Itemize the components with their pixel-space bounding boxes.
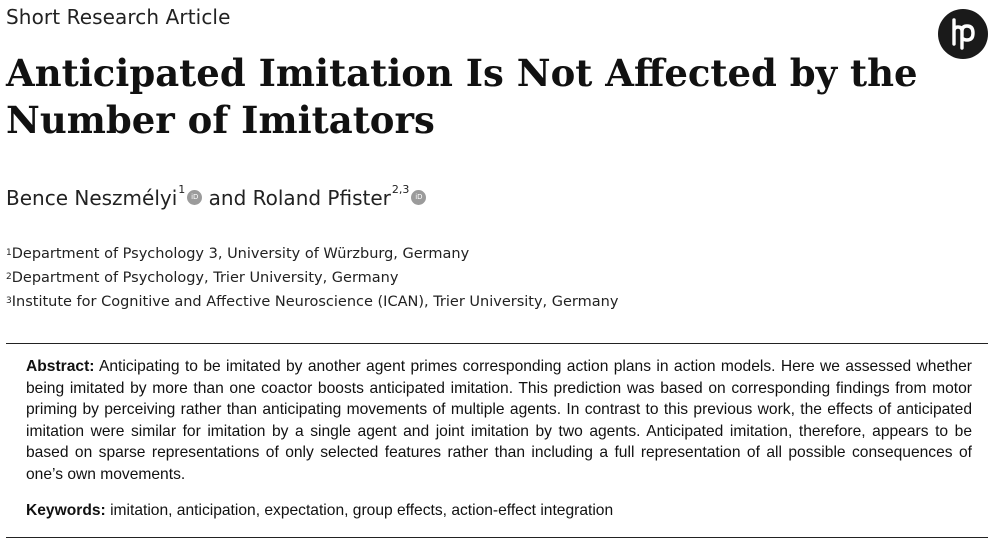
author-list: Bence Neszmélyi1iD and Roland Pfister2,3…	[6, 183, 427, 210]
orcid-icon[interactable]: iD	[411, 190, 427, 205]
affiliation-item: 3Institute for Cognitive and Affective N…	[6, 290, 618, 314]
keywords-label: Keywords:	[26, 502, 106, 519]
article-title: Anticipated Imitation Is Not Affected by…	[6, 50, 946, 144]
abstract: Abstract: Anticipating to be imitated by…	[26, 356, 972, 485]
author-name: Roland Pfister	[252, 186, 391, 210]
affiliation-item: 2Department of Psychology, Trier Univers…	[6, 266, 618, 290]
abstract-label: Abstract:	[26, 358, 95, 375]
affiliation-sup: 3	[6, 296, 12, 306]
abstract-text: Anticipating to be imitated by another a…	[26, 358, 972, 483]
title-line-2: Number of Imitators	[6, 98, 435, 142]
author-name: Bence Neszmélyi	[6, 186, 178, 210]
abstract-bottom-divider	[6, 537, 988, 538]
keywords: Keywords: imitation, anticipation, expec…	[26, 500, 972, 522]
article-type-label: Short Research Article	[6, 5, 231, 29]
affiliation-text: Department of Psychology, Trier Universi…	[11, 270, 399, 286]
affiliation-text: Department of Psychology 3, University o…	[11, 246, 470, 262]
author-connector: and	[208, 186, 247, 210]
affiliation-sup: 2	[6, 272, 12, 282]
hogrefe-logo-icon	[938, 9, 988, 59]
author-affiliation-sup: 2,3	[391, 183, 410, 196]
affiliation-text: Institute for Cognitive and Affective Ne…	[11, 294, 619, 310]
title-line-1: Anticipated Imitation Is Not Affected by…	[6, 51, 918, 95]
affiliation-sup: 1	[6, 248, 12, 258]
affiliations: 1Department of Psychology 3, University …	[6, 242, 618, 314]
orcid-icon[interactable]: iD	[187, 190, 203, 205]
author-affiliation-sup: 1	[178, 183, 186, 196]
affiliation-item: 1Department of Psychology 3, University …	[6, 242, 618, 266]
abstract-top-divider	[6, 343, 988, 344]
keywords-text: imitation, anticipation, expectation, gr…	[110, 502, 614, 519]
